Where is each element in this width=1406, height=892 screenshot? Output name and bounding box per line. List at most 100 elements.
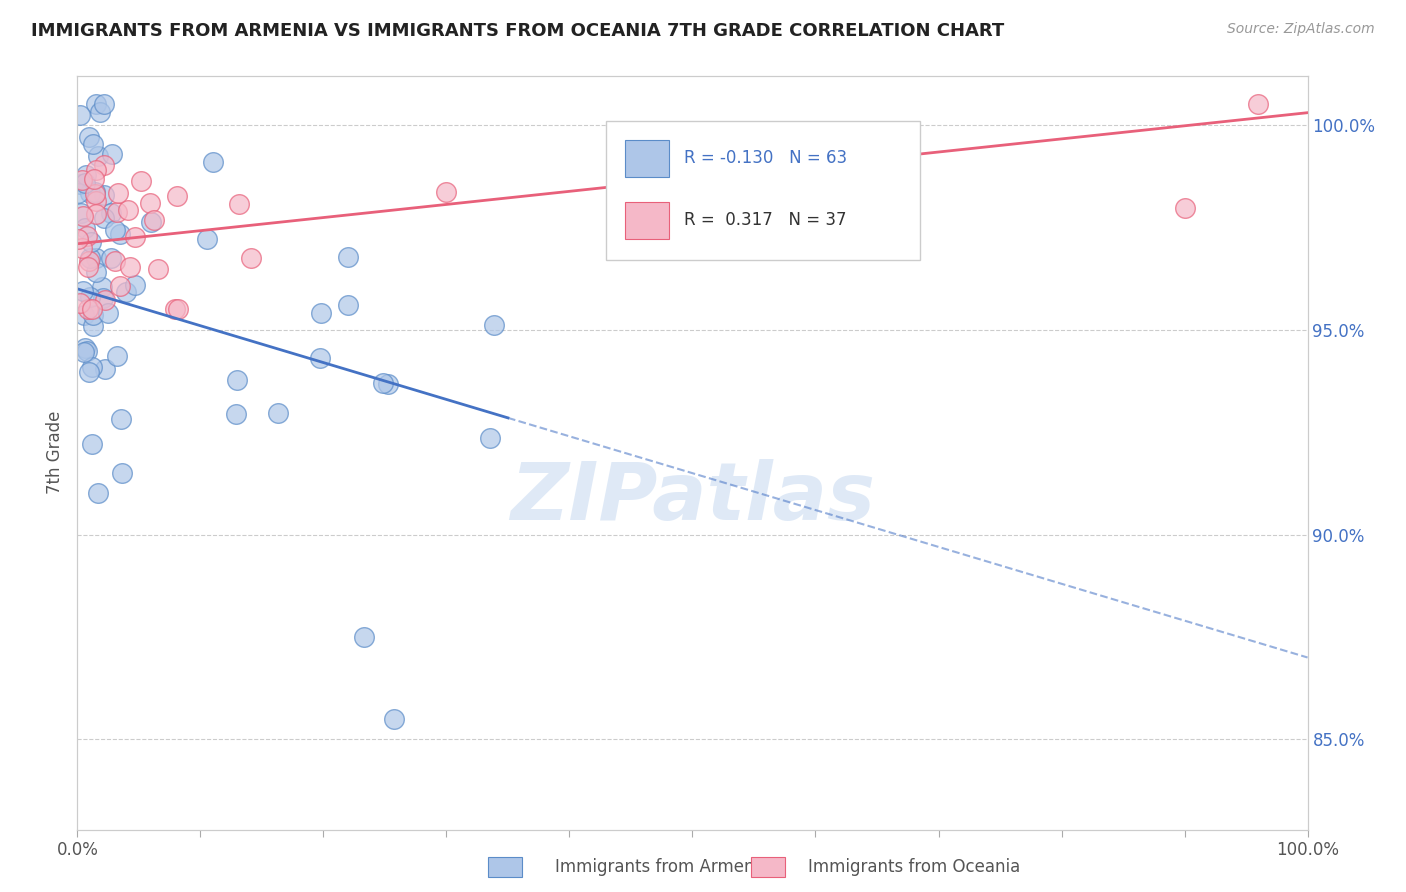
Point	[91, 291, 114, 305]
Point	[657, 187, 679, 202]
Text: IMMIGRANTS FROM ARMENIA VS IMMIGRANTS FROM OCEANIA 7TH GRADE CORRELATION CHART: IMMIGRANTS FROM ARMENIA VS IMMIGRANTS FR…	[31, 22, 1004, 40]
Point	[73, 220, 96, 235]
Point	[84, 162, 107, 177]
Point	[84, 265, 107, 279]
Point	[76, 343, 98, 358]
Point	[1174, 201, 1197, 215]
Point	[93, 158, 115, 172]
Point	[82, 308, 104, 322]
Text: ZIPatlas: ZIPatlas	[510, 458, 875, 537]
Point	[377, 376, 399, 391]
Point	[105, 205, 128, 219]
Point	[100, 206, 122, 220]
Point	[79, 251, 101, 265]
Text: Immigrants from Armenia: Immigrants from Armenia	[555, 858, 769, 876]
Point	[117, 203, 139, 218]
Point	[73, 345, 96, 359]
Point	[100, 251, 122, 265]
Point	[104, 223, 127, 237]
Point	[77, 302, 100, 317]
Point	[226, 373, 249, 387]
Point	[146, 261, 169, 276]
Point	[77, 254, 100, 268]
Text: Source: ZipAtlas.com: Source: ZipAtlas.com	[1227, 22, 1375, 37]
Point	[118, 260, 141, 274]
Point	[124, 230, 146, 244]
Point	[69, 296, 91, 310]
Point	[70, 241, 93, 255]
Point	[93, 97, 115, 112]
Point	[83, 171, 105, 186]
Point	[82, 318, 104, 333]
Point	[201, 155, 224, 169]
Point	[80, 235, 103, 250]
Point	[77, 129, 100, 144]
Point	[94, 293, 117, 307]
Point	[337, 298, 360, 312]
Point	[104, 254, 127, 268]
Point	[114, 285, 136, 299]
Point	[139, 215, 162, 229]
Point	[353, 630, 375, 644]
Point	[67, 232, 90, 246]
Point	[97, 306, 120, 320]
Point	[110, 412, 132, 426]
Point	[382, 712, 405, 726]
Point	[124, 277, 146, 292]
FancyBboxPatch shape	[606, 121, 920, 260]
Point	[336, 250, 359, 264]
Point	[72, 285, 94, 299]
Point	[73, 176, 96, 190]
Point	[266, 406, 288, 420]
Point	[129, 174, 152, 188]
Point	[195, 232, 218, 246]
Point	[70, 206, 93, 220]
Point	[66, 186, 89, 200]
Point	[93, 188, 115, 202]
Point	[110, 278, 132, 293]
Point	[69, 108, 91, 122]
Point	[479, 431, 502, 445]
Point	[80, 360, 103, 375]
Point	[93, 211, 115, 225]
FancyBboxPatch shape	[624, 140, 669, 177]
Point	[73, 341, 96, 355]
Point	[166, 189, 188, 203]
Point	[436, 185, 458, 199]
Point	[84, 186, 107, 200]
Point	[79, 186, 101, 200]
Point	[225, 408, 247, 422]
Point	[76, 229, 98, 244]
Point	[163, 302, 186, 317]
Point	[82, 436, 104, 450]
Point	[105, 349, 128, 363]
Point	[309, 306, 332, 320]
Point	[84, 207, 107, 221]
Point	[143, 213, 166, 227]
FancyBboxPatch shape	[624, 202, 669, 239]
Point	[87, 149, 110, 163]
Text: R = -0.130   N = 63: R = -0.130 N = 63	[683, 149, 846, 167]
Point	[166, 302, 188, 317]
Text: Immigrants from Oceania: Immigrants from Oceania	[808, 858, 1021, 876]
Point	[1247, 97, 1270, 112]
Y-axis label: 7th Grade: 7th Grade	[46, 411, 65, 494]
Point	[93, 361, 115, 376]
Point	[228, 196, 250, 211]
Point	[82, 302, 104, 317]
Point	[69, 177, 91, 191]
Point	[84, 97, 107, 112]
Point	[82, 137, 104, 152]
Point	[84, 186, 107, 201]
Point	[239, 251, 262, 265]
Point	[72, 209, 94, 223]
Point	[90, 280, 112, 294]
Point	[107, 186, 129, 200]
Point	[371, 376, 394, 391]
Point	[86, 485, 108, 500]
Point	[73, 308, 96, 322]
Point	[309, 351, 332, 366]
Point	[75, 168, 97, 182]
Point	[70, 173, 93, 187]
Point	[108, 227, 131, 241]
